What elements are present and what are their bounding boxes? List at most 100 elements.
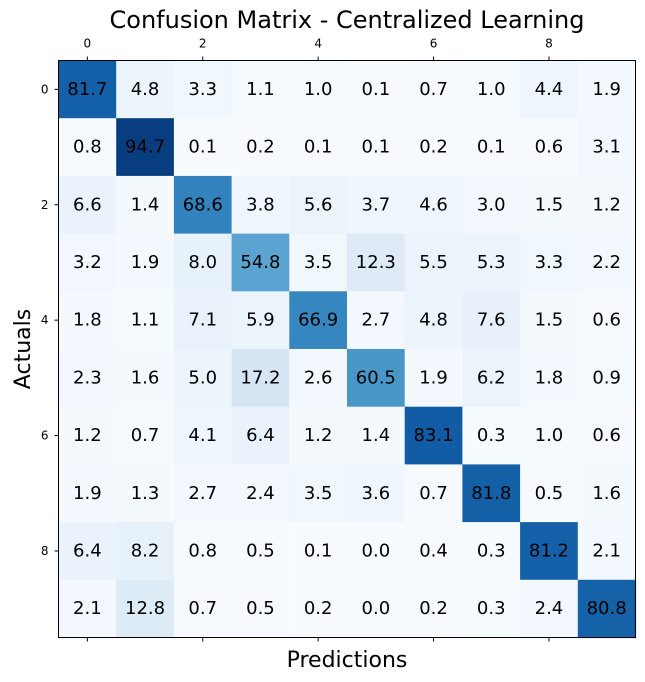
heatmap-cell [577,406,637,465]
heatmap-cell-label: 1.3 [131,483,160,504]
heatmap-cell [116,60,175,119]
heatmap-cell [577,522,637,581]
heatmap-cell-label: 1.0 [535,425,564,446]
heatmap-cell [289,233,348,292]
heatmap-cell-label: 0.5 [535,483,564,504]
heatmap-cell [347,291,406,350]
heatmap-cell-label: 6.4 [246,425,275,446]
heatmap-cell [462,406,521,465]
heatmap-cell [347,406,406,465]
heatmap-cell [173,60,233,119]
heatmap-cell [520,118,579,177]
heatmap-cell-label: 0.3 [477,425,506,446]
heatmap-cell-label: 4.4 [535,79,564,100]
heatmap-cell-label: 2.1 [592,540,621,561]
heatmap-cell-label: 0.4 [419,540,448,561]
heatmap-cell-label: 3.1 [592,137,621,158]
heatmap-cell-label: 4.8 [419,310,448,331]
heatmap-cell [116,406,175,465]
heatmap-cell [347,233,406,292]
heatmap-cell [289,406,348,465]
y-tick-label: 6 [41,429,49,443]
heatmap-cell-label: 2.4 [246,483,275,504]
heatmap-cell-label: 6.6 [73,194,102,215]
x-axis-ticks: 0 2 4 6 8 [84,37,553,642]
heatmap-cell-label: 81.2 [529,540,569,561]
heatmap-cell [520,349,579,408]
heatmap-cell-label: 0.8 [73,137,102,158]
heatmap-cell [462,522,521,581]
heatmap-cell-label: 66.9 [298,310,338,331]
heatmap-cell-label: 0.5 [246,540,275,561]
heatmap-cell [520,60,579,119]
heatmap-cell [58,60,117,119]
heatmap-cell [289,579,348,639]
chart-title: Confusion Matrix - Centralized Learning [110,6,585,34]
heatmap-cell [404,522,463,581]
heatmap-cell-label: 2.2 [592,252,621,273]
y-tick-label: 4 [41,313,49,327]
heatmap-cell [347,464,406,523]
heatmap-cell [462,175,521,235]
y-axis-ticks: 0 2 4 6 8 [41,82,59,558]
heatmap-cell-label: 17.2 [240,367,280,388]
heatmap-cell [231,291,290,350]
heatmap-cell-label: 81.7 [67,79,107,100]
heatmap-cell-label: 80.8 [587,598,627,619]
heatmap-cell-label: 1.0 [477,79,506,100]
heatmap-cell-label: 5.3 [477,252,506,273]
heatmap-cell [173,118,233,177]
heatmap-cell-label: 3.3 [535,252,564,273]
heatmap-cell-label: 0.1 [477,137,506,158]
heatmap-cell-label: 12.8 [125,598,165,619]
heatmap-cell [116,233,175,292]
heatmap-cell-label: 1.6 [592,483,621,504]
x-tick-label: 0 [84,37,92,51]
heatmap-cell-label: 1.9 [73,483,102,504]
heatmap-cell-label: 6.4 [73,540,102,561]
heatmap-cell-label: 0.2 [419,598,448,619]
heatmap-cell [404,118,463,177]
heatmap-cell-label: 0.7 [188,598,217,619]
heatmap-cell-label: 0.1 [362,79,391,100]
heatmap-cell-label: 1.9 [419,367,448,388]
heatmap-cell [116,464,175,523]
heatmap-cell-label: 1.4 [131,194,160,215]
x-tick-label: 2 [199,37,207,51]
heatmap-cell [58,291,117,350]
heatmap-cell-label: 0.6 [592,425,621,446]
heatmap-cell [520,406,579,465]
heatmap-cell [462,291,521,350]
heatmap-cell-label: 1.6 [131,367,160,388]
heatmap-cell [173,579,233,639]
heatmap-cell-labels: 81.7 4.8 3.3 1.1 1.0 0.1 0.7 1.0 4.4 1.9 0.8 94.7 0.… [67,79,626,619]
heatmap-cell-label: 6.2 [477,367,506,388]
heatmap-cell [231,406,290,465]
plot-frame [58,60,636,638]
x-axis-label: Predictions [287,648,408,673]
heatmap-cell-label: 3.5 [304,252,333,273]
heatmap-cell-label: 4.1 [188,425,217,446]
heatmap-cell [347,522,406,581]
heatmap-cell-label: 0.9 [592,367,621,388]
heatmap-cell-label: 3.0 [477,194,506,215]
heatmap-cell-label: 5.9 [246,310,275,331]
heatmap-cell [462,118,521,177]
y-tick-label: 0 [41,82,49,96]
heatmap-cell [58,175,117,235]
heatmap-cell-label: 2.7 [362,310,391,331]
heatmap-cell [577,579,637,639]
x-tick-label: 6 [430,37,438,51]
heatmap-cell [231,579,290,639]
heatmap-cell [404,464,463,523]
heatmap-cell-label: 1.2 [304,425,333,446]
heatmap-cell [347,118,406,177]
heatmap-cell [289,291,348,350]
heatmap-cell-label: 3.3 [188,79,217,100]
heatmap-cell [58,522,117,581]
heatmap-cell-label: 0.2 [246,137,275,158]
heatmap-cell [173,175,233,235]
heatmap-cell-label: 0.0 [362,540,391,561]
heatmap-cell [231,175,290,235]
